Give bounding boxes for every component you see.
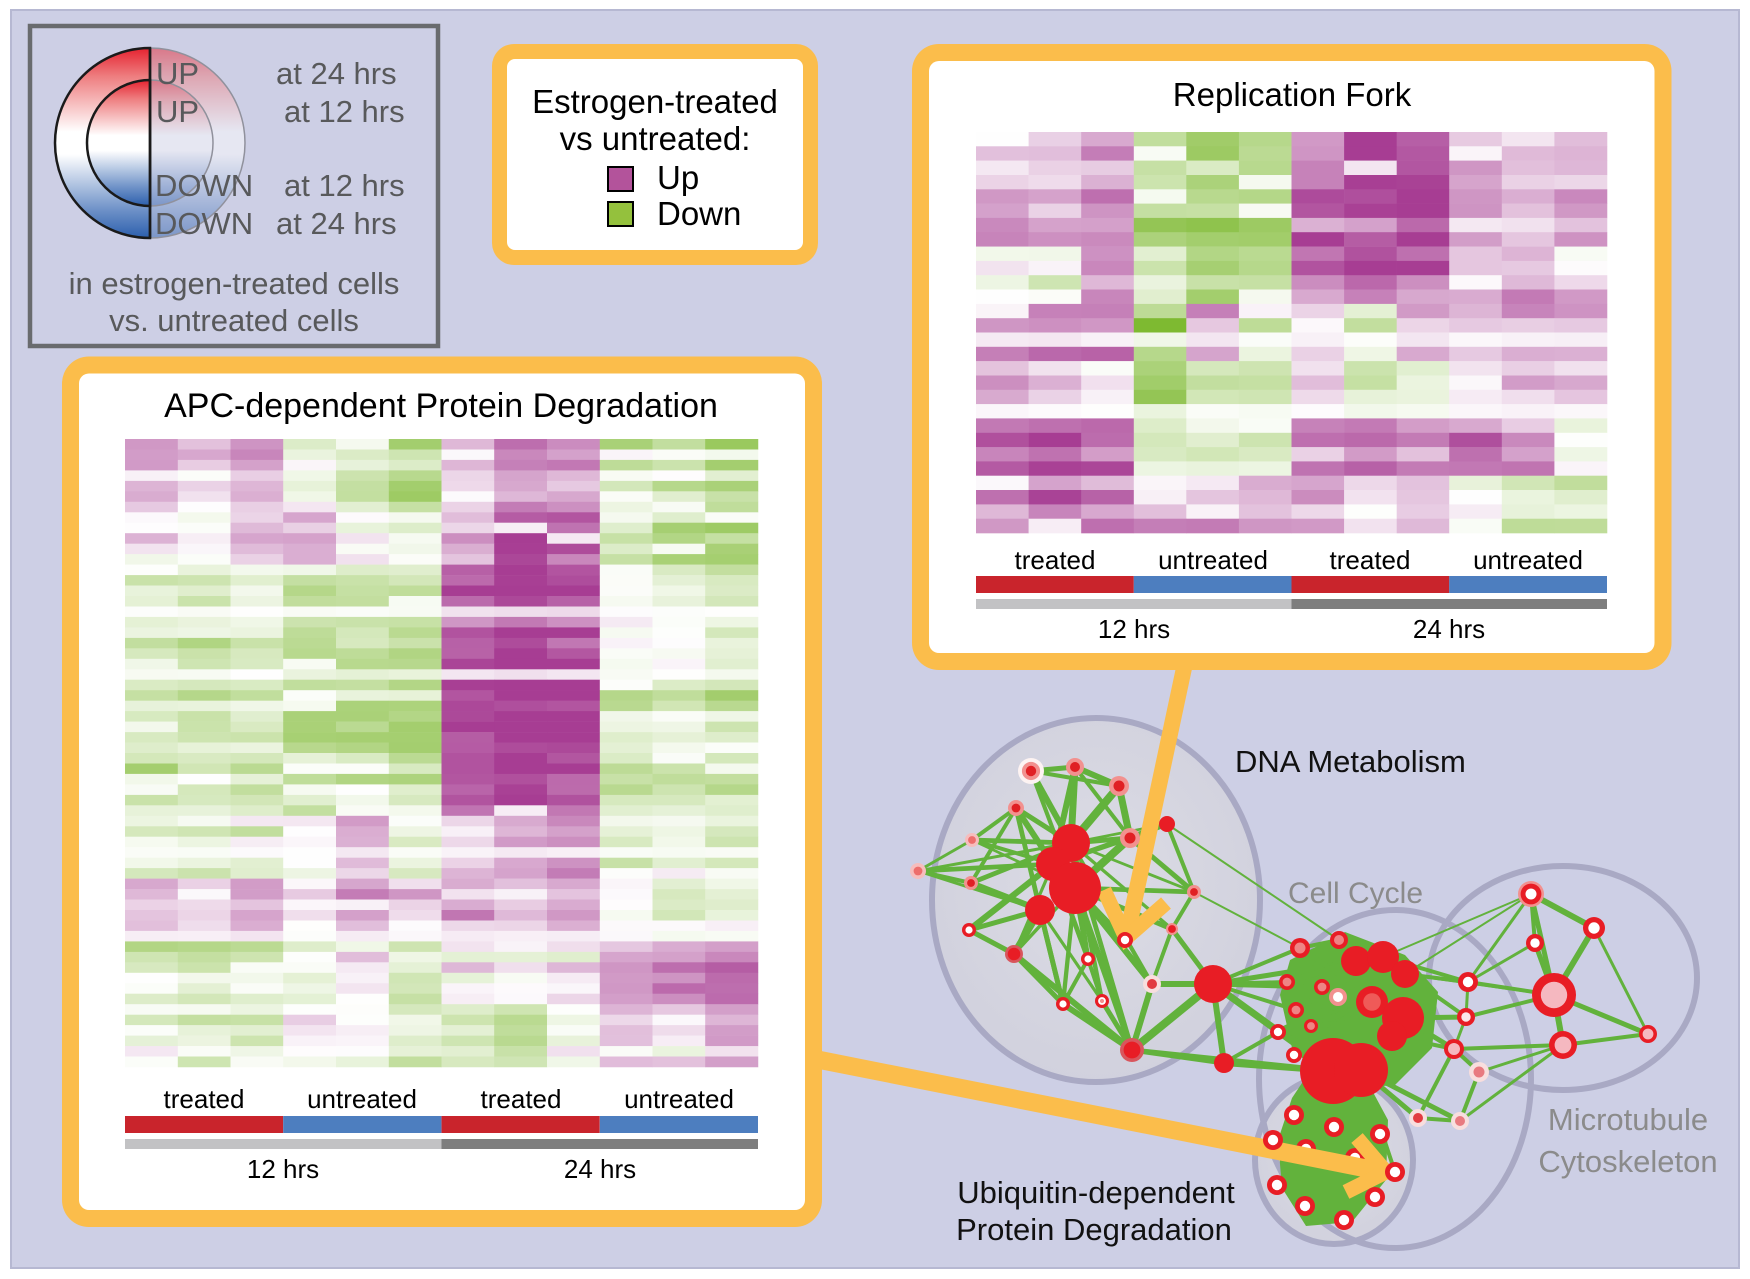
svg-text:DOWN: DOWN bbox=[155, 206, 253, 241]
svg-text:untreated: untreated bbox=[1158, 545, 1268, 575]
svg-text:UP: UP bbox=[156, 56, 199, 91]
svg-text:vs untreated:: vs untreated: bbox=[560, 120, 751, 157]
svg-text:12 hrs: 12 hrs bbox=[247, 1154, 319, 1184]
svg-text:treated: treated bbox=[481, 1084, 562, 1114]
svg-text:at 12 hrs: at 12 hrs bbox=[284, 168, 405, 203]
svg-text:Cell Cycle: Cell Cycle bbox=[1288, 877, 1423, 910]
svg-text:at 12 hrs: at 12 hrs bbox=[284, 94, 405, 129]
svg-text:Replication Fork: Replication Fork bbox=[1173, 76, 1412, 113]
svg-text:DOWN: DOWN bbox=[155, 168, 253, 203]
svg-text:at 24 hrs: at 24 hrs bbox=[276, 56, 397, 91]
svg-text:treated: treated bbox=[164, 1084, 245, 1114]
svg-text:Cytoskeleton: Cytoskeleton bbox=[1538, 1144, 1717, 1179]
svg-text:24 hrs: 24 hrs bbox=[1413, 614, 1485, 644]
svg-text:DNA Metabolism: DNA Metabolism bbox=[1235, 744, 1466, 779]
svg-text:24 hrs: 24 hrs bbox=[564, 1154, 636, 1184]
svg-text:treated: treated bbox=[1015, 545, 1096, 575]
svg-text:in estrogen-treated cells: in estrogen-treated cells bbox=[69, 266, 400, 301]
svg-text:Down: Down bbox=[657, 195, 741, 232]
svg-text:at 24 hrs: at 24 hrs bbox=[276, 206, 397, 241]
svg-text:Estrogen-treated: Estrogen-treated bbox=[532, 83, 778, 120]
svg-text:untreated: untreated bbox=[624, 1084, 734, 1114]
svg-text:Ubiquitin-dependent: Ubiquitin-dependent bbox=[957, 1175, 1235, 1210]
svg-text:UP: UP bbox=[156, 94, 199, 129]
svg-text:Microtubule: Microtubule bbox=[1548, 1102, 1708, 1137]
svg-text:vs. untreated cells: vs. untreated cells bbox=[109, 303, 359, 338]
svg-text:12 hrs: 12 hrs bbox=[1098, 614, 1170, 644]
svg-text:treated: treated bbox=[1330, 545, 1411, 575]
svg-text:Up: Up bbox=[657, 159, 699, 196]
svg-text:untreated: untreated bbox=[1473, 545, 1583, 575]
svg-text:APC-dependent Protein Degradat: APC-dependent Protein Degradation bbox=[164, 387, 718, 425]
svg-text:Protein Degradation: Protein Degradation bbox=[956, 1212, 1232, 1247]
svg-text:untreated: untreated bbox=[307, 1084, 417, 1114]
